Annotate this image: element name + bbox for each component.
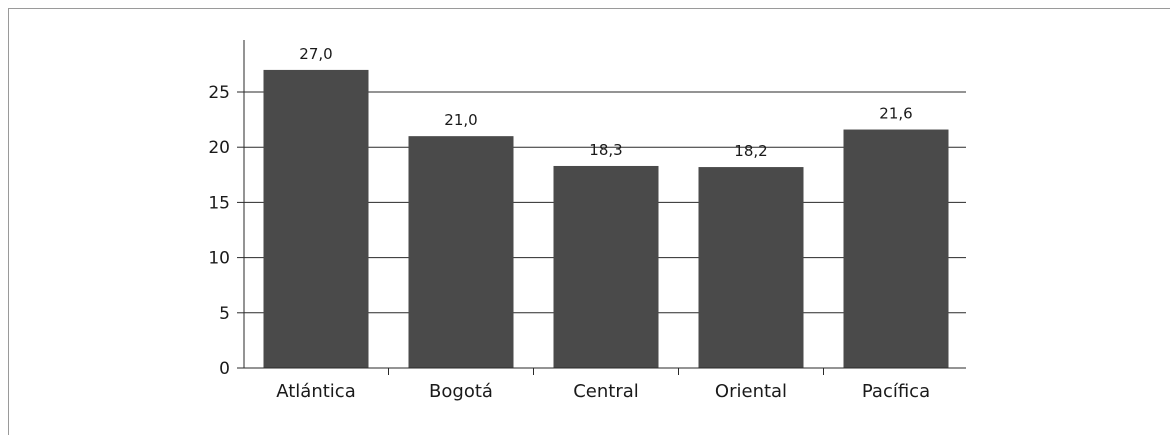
bar-pacífica [843,129,949,368]
y-tick-label: 5 [219,304,230,324]
labels: 0 5 10 15 20 25 27,0 Atlántica 21,0 Bogotá 18,3 Cen… [208,45,930,402]
y-tick-label: 20 [208,138,230,158]
x-category-label: Atlántica [276,381,355,402]
x-category-label: Pacífica [862,381,930,402]
x-category-label: Oriental [715,381,787,402]
bars [263,69,949,369]
bar-bogotá [408,136,514,368]
y-tick-label: 10 [208,249,230,269]
data-label: 18,2 [734,142,767,160]
data-label: 18,3 [589,141,622,159]
bar-atlántica [263,69,369,369]
data-label: 27,0 [299,45,332,63]
y-tick-label: 0 [219,359,230,379]
x-category-label: Bogotá [429,381,493,402]
data-label: 21,0 [444,111,477,129]
y-tick-label: 15 [208,193,230,213]
x-category-label: Central [573,381,639,402]
bar-oriental [698,167,804,368]
y-tick-label: 25 [208,83,230,103]
chart-frame [8,8,1170,435]
data-label: 21,6 [879,105,912,123]
bar-central [553,165,659,368]
axes [237,40,966,375]
